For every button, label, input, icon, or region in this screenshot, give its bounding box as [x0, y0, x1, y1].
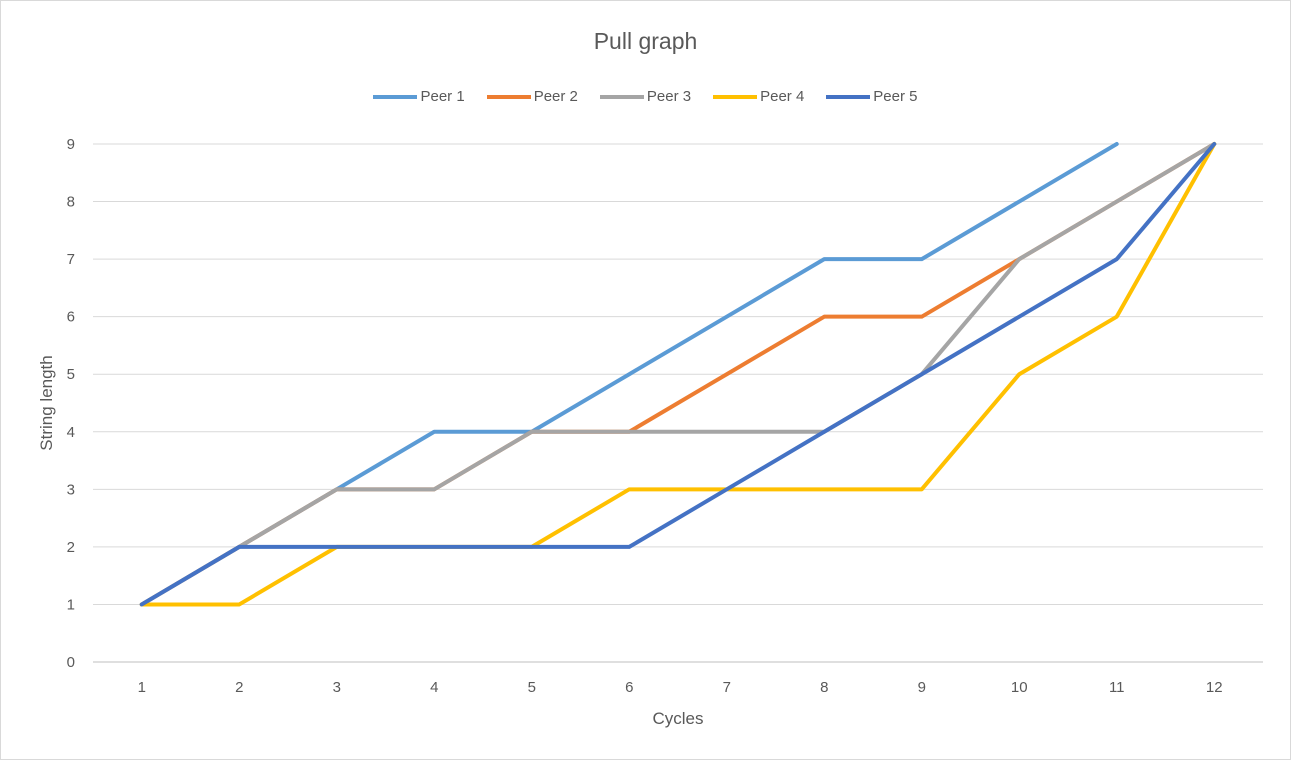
y-tick-label: 9: [67, 136, 75, 153]
x-axis-title: Cycles: [652, 709, 703, 728]
legend-swatch-peer-5: [826, 94, 871, 99]
series-line-peer-3: [139, 142, 1217, 607]
legend-item-peer-1[interactable]: Peer 1: [373, 88, 465, 105]
x-tick-label: 4: [430, 679, 438, 696]
legend-swatch-peer-1: [373, 94, 418, 99]
y-axis-ticks: 0 1 2 3 4 5 6 7 8 9: [67, 136, 75, 671]
x-tick-label: 11: [1109, 679, 1125, 696]
x-tick-label: 2: [235, 679, 243, 696]
legend-swatch-peer-3: [599, 94, 644, 99]
x-tick-label: 6: [625, 679, 633, 696]
x-tick-label: 9: [918, 679, 926, 696]
x-tick-label: 3: [333, 679, 341, 696]
y-tick-label: 7: [67, 251, 75, 268]
x-tick-label: 10: [1011, 679, 1028, 696]
legend: Peer 1 Peer 2 Peer 3 Peer 4 Peer 5: [1, 88, 1290, 105]
legend-swatch-peer-2: [486, 94, 531, 99]
legend-item-peer-3[interactable]: Peer 3: [599, 88, 692, 105]
x-tick-label: 12: [1206, 679, 1223, 696]
y-tick-label: 8: [67, 194, 75, 211]
legend-swatch-peer-4: [713, 94, 758, 99]
y-tick-label: 0: [67, 654, 75, 671]
legend-item-peer-4[interactable]: Peer 4: [713, 88, 804, 105]
series-lines: [139, 142, 1217, 607]
x-tick-label: 1: [138, 679, 146, 696]
x-tick-label: 5: [528, 679, 536, 696]
y-tick-label: 5: [67, 366, 75, 383]
chart-title: Pull graph: [593, 28, 698, 54]
legend-label-peer-5: Peer 5: [873, 88, 918, 105]
legend-label-peer-4: Peer 4: [760, 88, 805, 105]
legend-label-peer-1: Peer 1: [420, 88, 465, 105]
series-line-peer-4: [139, 142, 1217, 607]
legend-label-peer-3: Peer 3: [646, 88, 692, 105]
series-line-peer-5: [139, 142, 1217, 607]
y-tick-label: 6: [67, 309, 75, 326]
y-axis-title: String length: [37, 355, 56, 450]
x-tick-label: 8: [820, 679, 828, 696]
y-tick-label: 1: [67, 596, 75, 613]
legend-item-peer-2[interactable]: Peer 2: [486, 88, 578, 105]
x-axis-ticks: 1 2 3 4 5 6 7 8 9 10 11 12: [138, 679, 1223, 696]
y-tick-label: 4: [67, 424, 75, 441]
x-tick-label: 7: [723, 679, 731, 696]
y-tick-label: 3: [67, 481, 75, 498]
legend-item-peer-5[interactable]: Peer 5: [826, 88, 918, 105]
y-tick-label: 2: [67, 539, 75, 556]
legend-label-peer-2: Peer 2: [533, 88, 578, 105]
